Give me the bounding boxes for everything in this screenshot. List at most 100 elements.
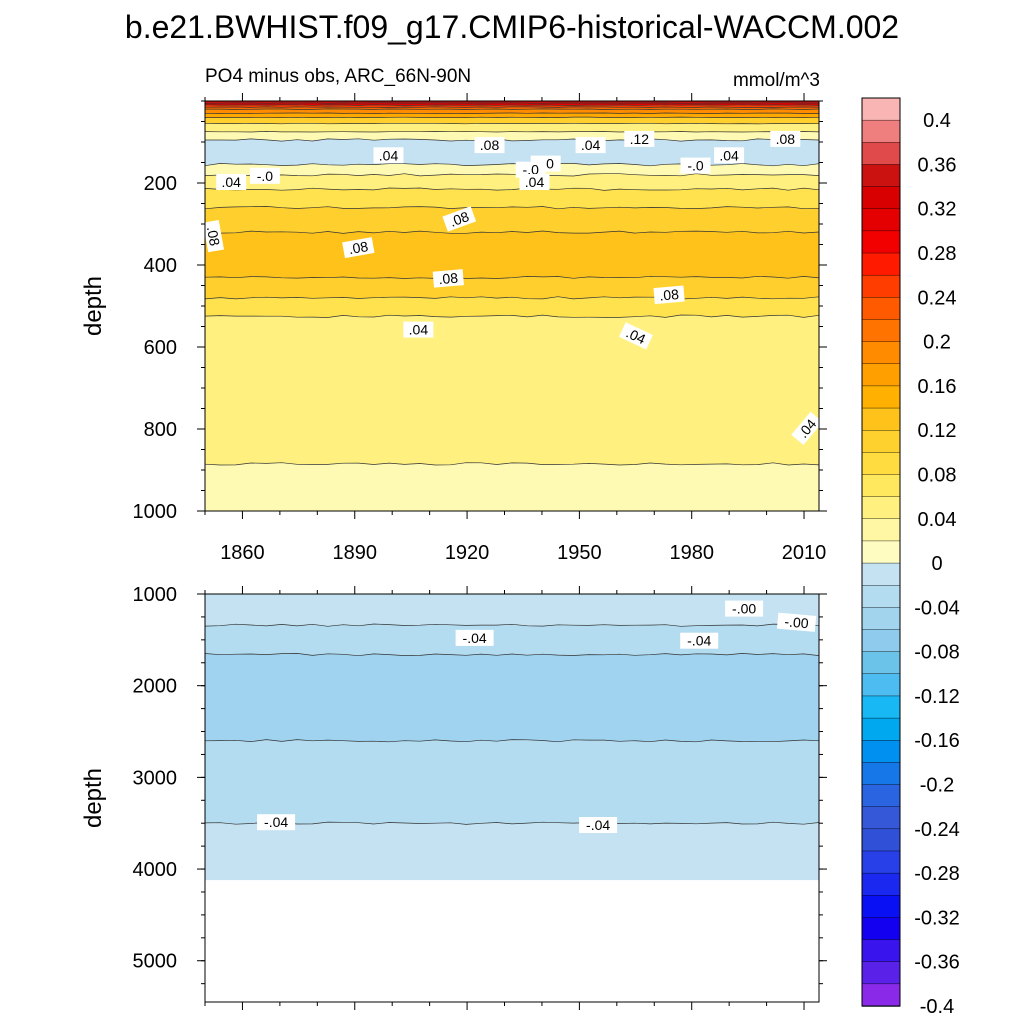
- x-tick-label: 1860: [220, 542, 265, 564]
- contour-band: [205, 653, 819, 742]
- colorbar-label: 0.2: [923, 332, 951, 354]
- contour-line: [205, 739, 819, 743]
- colorbar-label: -0.08: [914, 642, 960, 664]
- colorbar-swatch: [861, 363, 901, 387]
- contour-label: .08: [474, 137, 505, 154]
- colorbar-label: 0.32: [918, 199, 957, 221]
- colorbar-swatch: [861, 917, 901, 941]
- svg-text:-.04: -.04: [687, 633, 711, 649]
- colorbar-label: 0: [931, 553, 942, 575]
- colorbar-label: -0.12: [914, 686, 960, 708]
- svg-text:.12: .12: [630, 131, 650, 147]
- colorbar-label: -0.32: [914, 907, 960, 929]
- colorbar-label: 0.4: [923, 110, 951, 132]
- svg-text:.04: .04: [379, 147, 399, 163]
- colorbar-label: 0.08: [918, 464, 957, 486]
- contour-label: -.04: [455, 629, 494, 646]
- contour-label: .08: [653, 285, 685, 305]
- colorbar-swatch: [861, 164, 901, 188]
- contour-band: [205, 206, 819, 234]
- colorbar-swatch: [861, 429, 901, 454]
- contour-band: [205, 462, 819, 511]
- colorbar-swatch: [861, 585, 901, 609]
- contour-line: [205, 173, 819, 177]
- colorbar-swatch: [861, 717, 901, 741]
- y-axis-label: depth: [80, 768, 107, 828]
- svg-text:.08: .08: [480, 137, 500, 153]
- colorbar-swatch: [861, 474, 901, 498]
- contour-label: .04: [373, 147, 404, 164]
- svg-text:-.0: -.0: [687, 158, 704, 174]
- contour-label: -.04: [579, 817, 618, 833]
- contour-line: [205, 653, 819, 657]
- svg-text:.08: .08: [659, 286, 680, 304]
- colorbar-swatch: [861, 651, 901, 675]
- contour-band: [205, 315, 819, 465]
- contour-line: [205, 116, 819, 119]
- contour-fills: -.00 -.00 -.04 -.04 -.04 -.04: [205, 594, 819, 1002]
- colorbar-swatch: [861, 740, 901, 764]
- contour-label: -.0: [249, 167, 280, 184]
- colorbar-swatch: [861, 784, 901, 808]
- y-tick-label: 3000: [133, 767, 178, 789]
- colorbar-swatch: [861, 119, 901, 143]
- colorbar-swatch: [861, 208, 901, 232]
- y-tick-label: 800: [144, 419, 177, 441]
- upper-panel: .04-.0.08.04.08-.0-.0.04.12-.0.04.08.04.…: [80, 93, 827, 564]
- contour-line: [205, 108, 819, 110]
- colorbar-swatch: [861, 939, 901, 963]
- contour-label: -.04: [680, 632, 719, 649]
- svg-text:.08: .08: [447, 208, 471, 230]
- svg-text:.04: .04: [221, 174, 241, 190]
- y-tick-label: 5000: [133, 951, 178, 973]
- colorbar-swatch: [861, 562, 901, 586]
- x-tick-label: 1890: [333, 542, 378, 564]
- x-tick-label: 2010: [782, 542, 827, 564]
- y-tick-label: 1000: [133, 501, 178, 523]
- x-tick-label: 1980: [669, 542, 714, 564]
- contour-line: [205, 462, 819, 466]
- colorbar-swatch: [861, 186, 901, 210]
- colorbar-swatch: [861, 895, 901, 919]
- y-axis-label: depth: [80, 276, 107, 336]
- contour-label: .08: [770, 130, 801, 147]
- colorbar-label: -0.04: [914, 597, 960, 619]
- colorbar-label: 0.16: [918, 376, 957, 398]
- contour-label: -.00: [776, 612, 817, 632]
- colorbar-swatch: [861, 341, 901, 365]
- svg-text:.04: .04: [525, 174, 545, 190]
- svg-text:.08: .08: [438, 270, 459, 288]
- contour-band: [205, 822, 819, 881]
- x-tick-label: 1920: [445, 542, 490, 564]
- svg-text:.04: .04: [581, 137, 601, 153]
- contour-line: [205, 138, 819, 142]
- colorbar-swatch: [861, 607, 901, 631]
- contour-label: -.04: [257, 814, 296, 831]
- contour-label: .04: [216, 174, 247, 190]
- contour-band: [205, 739, 819, 825]
- colorbar-swatch: [861, 407, 901, 431]
- y-tick-label: 2000: [133, 676, 178, 698]
- colorbar-label: 0.12: [918, 420, 957, 442]
- contour-line: [205, 102, 819, 104]
- colorbar-swatch: [861, 983, 901, 1007]
- contour-line: [205, 131, 819, 133]
- svg-text:.08: .08: [776, 131, 796, 147]
- svg-text:-.0: -.0: [523, 162, 540, 178]
- contour-band: [205, 296, 819, 318]
- contour-line: [205, 163, 819, 167]
- contour-fills: .04-.0.08.04.08-.0-.0.04.12-.0.04.08.04.…: [205, 101, 819, 511]
- contour-band: [205, 624, 819, 656]
- contour-line: [205, 275, 819, 279]
- y-tick-label: 400: [144, 255, 177, 277]
- contour-label: .04: [575, 137, 606, 154]
- contour-band: [205, 117, 819, 124]
- contour-band: [205, 276, 819, 299]
- chart-title: b.e21.BWHIST.f09_g17.CMIP6-historical-WA…: [125, 9, 899, 45]
- contour-label: .08: [432, 269, 464, 288]
- colorbar-swatch: [861, 496, 901, 520]
- contour-band: [205, 138, 819, 166]
- colorbar-label: 0.04: [918, 509, 957, 531]
- contour-label: .08: [205, 219, 224, 253]
